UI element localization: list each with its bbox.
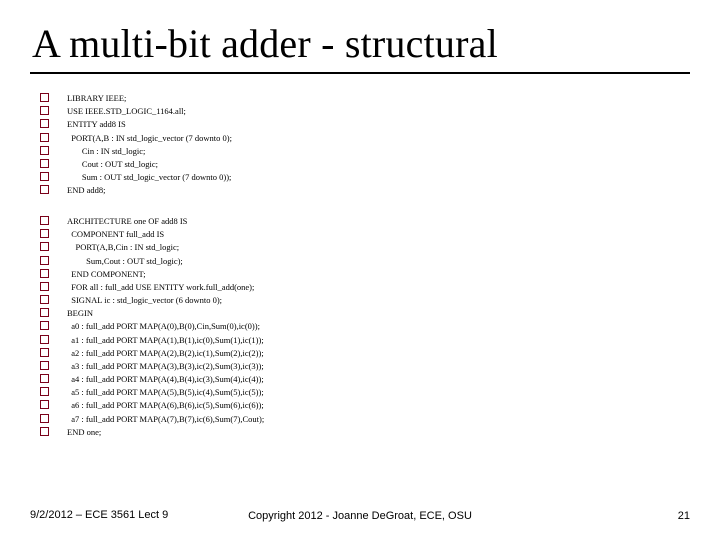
code-line: Cin : IN std_logic; [40,145,232,158]
footer-right: 21 [678,510,690,522]
bullet-icon [40,146,49,155]
code-line: PORT(A,B : IN std_logic_vector (7 downto… [40,132,232,145]
code-line: a3 : full_add PORT MAP(A(3),B(3),ic(2),S… [40,360,264,373]
code-text: END add8; [67,184,105,197]
bullet-icon [40,242,49,251]
bullet-icon [40,321,49,330]
code-text: COMPONENT full_add IS [67,228,164,241]
code-line: BEGIN [40,307,264,320]
code-line: Sum : OUT std_logic_vector (7 downto 0))… [40,171,232,184]
code-text: a6 : full_add PORT MAP(A(6),B(6),ic(5),S… [67,399,264,412]
bullet-icon [40,361,49,370]
bullet-icon [40,427,49,436]
code-line: a2 : full_add PORT MAP(A(2),B(2),ic(1),S… [40,347,264,360]
code-block-1: LIBRARY IEEE;USE IEEE.STD_LOGIC_1164.all… [40,92,232,197]
code-text: PORT(A,B,Cin : IN std_logic; [67,241,179,254]
code-line: END add8; [40,184,232,197]
code-text: a0 : full_add PORT MAP(A(0),B(0),Cin,Sum… [67,320,260,333]
bullet-icon [40,93,49,102]
code-text: PORT(A,B : IN std_logic_vector (7 downto… [67,132,232,145]
code-line: USE IEEE.STD_LOGIC_1164.all; [40,105,232,118]
code-line: a5 : full_add PORT MAP(A(5),B(5),ic(4),S… [40,386,264,399]
bullet-icon [40,185,49,194]
bullet-icon [40,119,49,128]
code-line: a0 : full_add PORT MAP(A(0),B(0),Cin,Sum… [40,320,264,333]
code-text: LIBRARY IEEE; [67,92,126,105]
code-line: a4 : full_add PORT MAP(A(4),B(4),ic(3),S… [40,373,264,386]
code-line: FOR all : full_add USE ENTITY work.full_… [40,281,264,294]
code-line: ARCHITECTURE one OF add8 IS [40,215,264,228]
slide-title: A multi-bit adder - structural [32,20,498,67]
bullet-icon [40,216,49,225]
code-text: ARCHITECTURE one OF add8 IS [67,215,187,228]
code-line: a7 : full_add PORT MAP(A(7),B(7),ic(6),S… [40,413,264,426]
code-text: Sum : OUT std_logic_vector (7 downto 0))… [67,171,231,184]
code-line: LIBRARY IEEE; [40,92,232,105]
bullet-icon [40,106,49,115]
slide: A multi-bit adder - structural LIBRARY I… [0,0,720,540]
code-line: SIGNAL ic : std_logic_vector (6 downto 0… [40,294,264,307]
code-text: ENTITY add8 IS [67,118,126,131]
bullet-icon [40,335,49,344]
bullet-icon [40,348,49,357]
bullet-icon [40,295,49,304]
code-text: Cin : IN std_logic; [67,145,145,158]
code-text: SIGNAL ic : std_logic_vector (6 downto 0… [67,294,222,307]
bullet-icon [40,308,49,317]
code-line: END one; [40,426,264,439]
bullet-icon [40,159,49,168]
code-line: a1 : full_add PORT MAP(A(1),B(1),ic(0),S… [40,334,264,347]
code-line: Sum,Cout : OUT std_logic); [40,255,264,268]
bullet-icon [40,133,49,142]
bullet-icon [40,374,49,383]
code-text: a2 : full_add PORT MAP(A(2),B(2),ic(1),S… [67,347,264,360]
code-text: Sum,Cout : OUT std_logic); [67,255,183,268]
code-text: a4 : full_add PORT MAP(A(4),B(4),ic(3),S… [67,373,264,386]
code-text: BEGIN [67,307,93,320]
code-line: PORT(A,B,Cin : IN std_logic; [40,241,264,254]
code-text: a1 : full_add PORT MAP(A(1),B(1),ic(0),S… [67,334,264,347]
code-text: a7 : full_add PORT MAP(A(7),B(7),ic(6),S… [67,413,264,426]
code-block-2: ARCHITECTURE one OF add8 IS COMPONENT fu… [40,215,264,439]
bullet-icon [40,269,49,278]
code-text: END COMPONENT; [67,268,146,281]
bullet-icon [40,400,49,409]
code-text: FOR all : full_add USE ENTITY work.full_… [67,281,254,294]
title-underline [30,72,690,74]
code-text: a5 : full_add PORT MAP(A(5),B(5),ic(4),S… [67,386,264,399]
code-text: a3 : full_add PORT MAP(A(3),B(3),ic(2),S… [67,360,264,373]
code-line: COMPONENT full_add IS [40,228,264,241]
code-text: USE IEEE.STD_LOGIC_1164.all; [67,105,186,118]
bullet-icon [40,387,49,396]
bullet-icon [40,229,49,238]
code-line: END COMPONENT; [40,268,264,281]
bullet-icon [40,172,49,181]
code-line: ENTITY add8 IS [40,118,232,131]
code-line: Cout : OUT std_logic; [40,158,232,171]
code-text: Cout : OUT std_logic; [67,158,158,171]
code-line: a6 : full_add PORT MAP(A(6),B(6),ic(5),S… [40,399,264,412]
bullet-icon [40,256,49,265]
footer-center: Copyright 2012 - Joanne DeGroat, ECE, OS… [0,510,720,522]
bullet-icon [40,414,49,423]
code-text: END one; [67,426,101,439]
bullet-icon [40,282,49,291]
